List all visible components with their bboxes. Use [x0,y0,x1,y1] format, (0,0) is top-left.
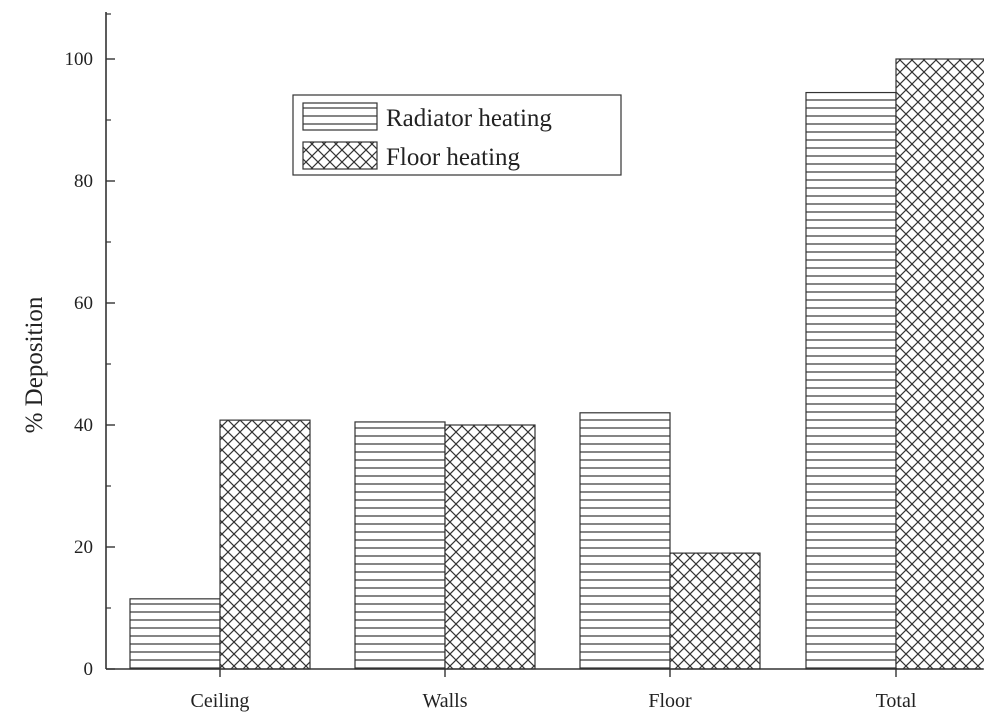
x-tick-label-ceiling: Ceiling [191,690,250,712]
x-tick-label-walls: Walls [422,690,467,712]
legend-swatch-floor-heating [302,141,378,170]
axes-layer [105,12,983,677]
bar-floor-heating-walls [444,424,536,670]
legend-swatch-radiator-heating [302,102,378,131]
y-axis-title: % Deposition [21,296,48,433]
y-tick-label-100: 100 [65,49,94,70]
bar-radiator-heating-floor [579,412,671,670]
bar-floor-heating-floor [669,552,761,670]
bar-radiator-heating-ceiling [129,598,221,670]
y-tick-label-20: 20 [74,537,93,558]
bar-radiator-heating-walls [354,421,446,670]
legend-label-radiator-heating: Radiator heating [386,105,552,132]
legend: Radiator heating Floor heating [292,94,622,176]
bar-floor-heating-ceiling [219,419,311,670]
labels-layer: 0 20 40 60 80 100 Ceiling Walls Floor Total [65,49,917,712]
legend-label-floor-heating: Floor heating [386,144,521,171]
x-tick-label-floor: Floor [648,690,692,712]
y-tick-label-60: 60 [74,293,93,314]
bar-floor-heating-total [895,58,984,670]
x-tick-label-total: Total [876,690,917,712]
bars-layer [129,58,984,670]
bar-radiator-heating-total [805,91,897,670]
y-tick-label-0: 0 [84,659,94,680]
y-tick-label-40: 40 [74,415,93,436]
y-tick-label-80: 80 [74,171,93,192]
